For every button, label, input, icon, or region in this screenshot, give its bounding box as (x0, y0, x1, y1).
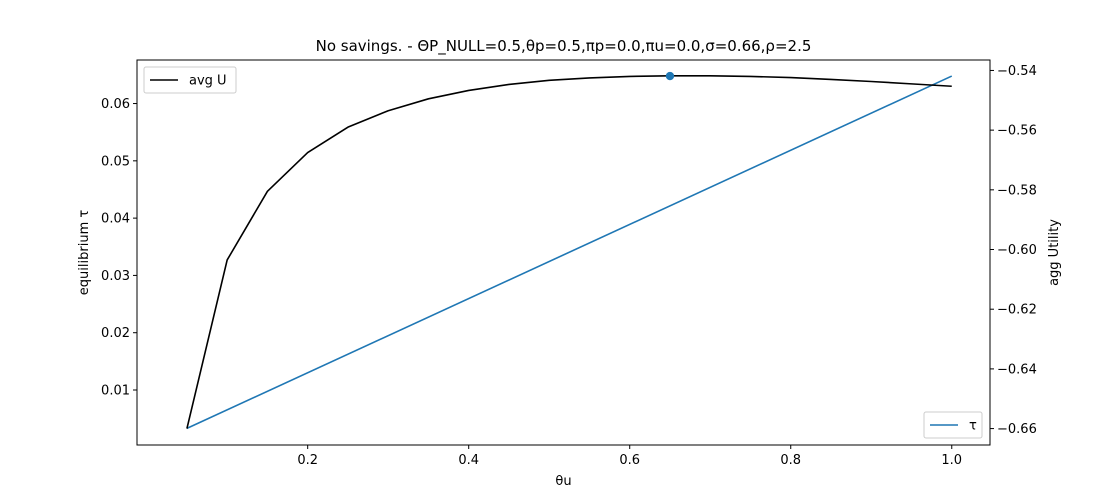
y-right-tick-label: −0.62 (997, 303, 1037, 318)
y-left-tick-label: 0.06 (101, 97, 130, 112)
avg-u-line (186, 75, 952, 429)
y-left-tick-label: 0.03 (101, 269, 130, 284)
plot-series (186, 71, 953, 430)
y-left-tick-label: 0.05 (101, 154, 130, 169)
y-right-tick-label: −0.66 (997, 422, 1037, 437)
y-right-tick-label: −0.54 (997, 64, 1037, 79)
y-right-tick-label: −0.60 (997, 243, 1037, 258)
legend-tau: τ (923, 411, 983, 439)
y-left-tick-label: 0.02 (101, 326, 130, 341)
y-left-tick-label: 0.01 (101, 384, 130, 399)
legend-box (143, 66, 237, 94)
plot-frame (136, 59, 991, 446)
legend-avg-u: avg U (143, 66, 237, 94)
x-tick-label: 1.0 (941, 453, 962, 468)
x-tick-label: 0.8 (780, 453, 801, 468)
y-right-tick-label: −0.56 (997, 124, 1037, 139)
y-left-tick-label: 0.04 (101, 212, 130, 227)
y-right-tick-label: −0.64 (997, 362, 1037, 377)
x-axis-label: θu (555, 474, 571, 489)
x-tick-label: 0.2 (297, 453, 318, 468)
tau-line (186, 75, 953, 430)
x-tick-label: 0.4 (458, 453, 479, 468)
y-axis-label-right: agg Utility (1047, 219, 1062, 286)
max-marker (665, 71, 675, 81)
chart-title: No savings. - ΘP_NULL=0.5,θp=0.5,πp=0.0,… (316, 37, 812, 56)
legend-label: avg U (189, 74, 227, 89)
y-right-tick-label: −0.58 (997, 183, 1037, 198)
x-tick-label: 0.6 (619, 453, 640, 468)
axis-ticks: 0.2 0.4 0.6 0.8 1.0 0.01 0.02 0.03 0.04 0.05 0.06 −… (101, 64, 1037, 468)
y-axis-label-left: equilibrium τ (77, 210, 92, 296)
legend-label: τ (969, 419, 977, 434)
